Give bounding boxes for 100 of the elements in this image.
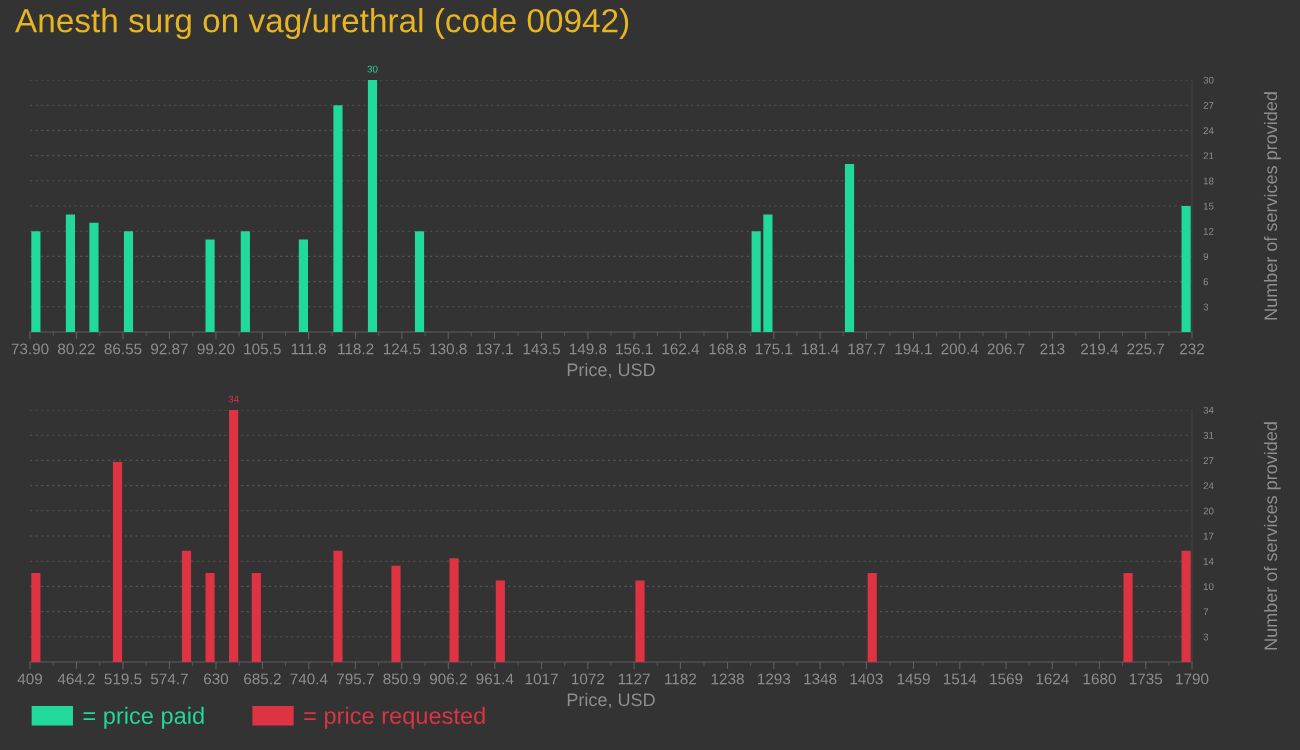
bar [31, 573, 41, 662]
bar [867, 573, 877, 662]
x-tick-label: 156.1 [616, 343, 653, 355]
y-tick-label: 34 [1203, 406, 1214, 414]
x-tick-label: 1182 [665, 673, 697, 685]
x-tick-label: 1569 [990, 673, 1023, 685]
y-tick-label: 17 [1203, 532, 1214, 540]
x-tick-label: 137.1 [476, 343, 513, 355]
legend-label: = price paid [83, 706, 204, 729]
y-tick-label: 3 [1203, 633, 1209, 641]
y-tick-label: 21 [1203, 152, 1214, 160]
x-tick-label: 961.4 [476, 673, 514, 685]
x-tick-label: 99.20 [197, 343, 235, 355]
x-tick-label: 111.8 [291, 343, 326, 355]
y-tick-label: 31 [1203, 431, 1214, 439]
bar [229, 410, 239, 662]
x-tick-label: 175.1 [755, 343, 793, 355]
y-axis-title: Number of services provided [1263, 422, 1281, 650]
x-tick-label: 149.8 [569, 343, 607, 355]
y-tick-label: 18 [1203, 177, 1214, 185]
bar [367, 80, 378, 332]
y-tick-label: 27 [1203, 101, 1214, 109]
x-tick-label: 143.5 [523, 343, 561, 355]
y-tick-label: 24 [1203, 482, 1214, 490]
x-tick-label: 73.90 [11, 343, 49, 355]
bar [89, 222, 99, 332]
x-tick-label: 574.7 [150, 673, 188, 685]
y-tick-label: 9 [1203, 253, 1209, 261]
x-tick-label: 1127 [618, 673, 650, 685]
x-tick-label: 740.4 [290, 673, 328, 685]
bar [298, 239, 308, 332]
x-tick-label: 630 [203, 673, 229, 685]
x-tick-label: 206.7 [987, 343, 1025, 355]
y-tick-label: 12 [1203, 227, 1214, 235]
bar [635, 580, 645, 662]
y-tick-label: 14 [1203, 558, 1214, 565]
x-tick-label: 194.1 [895, 343, 932, 355]
x-tick-label: 181.4 [802, 343, 839, 355]
x-tick-label: 168.8 [709, 343, 746, 355]
x-tick-label: 1072 [572, 673, 605, 685]
x-tick-label: 232 [1180, 343, 1204, 355]
x-tick-label: 1348 [804, 673, 837, 685]
y-tick-label: 6 [1203, 278, 1209, 286]
bar [391, 565, 401, 662]
bar [1181, 206, 1191, 332]
y-tick-label: 3 [1203, 303, 1209, 311]
bar [751, 231, 761, 332]
legend-label: = price requested [304, 706, 485, 729]
bar [333, 105, 343, 332]
y-tick-label: 15 [1203, 202, 1214, 210]
x-tick-label: 105.5 [244, 343, 281, 355]
x-tick-label: 1017 [525, 673, 558, 685]
x-tick-label: 219.4 [1081, 343, 1119, 355]
x-tick-label: 124.5 [383, 343, 421, 355]
x-tick-label: 162.4 [662, 343, 700, 355]
x-tick-label: 1680 [1083, 673, 1116, 685]
x-tick-label: 464.2 [57, 673, 95, 685]
bar [1181, 550, 1191, 662]
x-tick-label: 906.2 [429, 673, 467, 685]
bar [123, 231, 134, 332]
x-tick-label: 1459 [897, 673, 930, 685]
y-tick-label: 20 [1203, 507, 1214, 515]
bar [1123, 573, 1133, 662]
x-tick-label: 213 [1040, 343, 1065, 355]
x-tick-label: 1624 [1036, 673, 1069, 685]
y-tick-label: 27 [1203, 457, 1214, 464]
x-tick-label: 80.22 [58, 343, 95, 355]
x-tick-label: 1735 [1129, 673, 1163, 685]
x-tick-label: 92.87 [151, 343, 188, 355]
x-axis-title: Price, USD [567, 692, 655, 709]
bar [414, 231, 425, 332]
x-tick-label: 118.2 [338, 343, 374, 355]
x-tick-label: 1514 [943, 673, 977, 685]
y-tick-label: 7 [1203, 608, 1209, 616]
x-tick-label: 1403 [850, 673, 883, 685]
bar [65, 214, 76, 332]
bar [205, 239, 215, 332]
x-tick-label: 850.9 [383, 673, 421, 685]
x-tick-label: 1293 [757, 673, 791, 685]
bar [449, 558, 459, 662]
x-tick-label: 1790 [1176, 673, 1209, 685]
bar [495, 580, 505, 662]
bar [251, 573, 261, 662]
x-tick-label: 519.5 [104, 673, 142, 685]
x-tick-label: 200.4 [941, 343, 979, 355]
y-axis-title: Number of services provided [1263, 92, 1281, 320]
bar [844, 164, 855, 332]
y-tick-label: 10 [1203, 583, 1214, 591]
x-tick-label: 225.7 [1127, 343, 1165, 355]
bar [240, 231, 250, 332]
bar [763, 214, 773, 332]
bar [31, 231, 41, 332]
chart-title: Anesth surg on vag/urethral (code 00942) [15, 8, 629, 40]
x-tick-label: 130.8 [430, 343, 467, 355]
bar [333, 550, 343, 662]
x-tick-label: 86.55 [104, 343, 142, 355]
x-tick-label: 187.7 [848, 343, 885, 355]
data-label: 34 [228, 395, 239, 403]
bar [181, 550, 192, 662]
x-tick-label: 685.2 [244, 673, 281, 685]
